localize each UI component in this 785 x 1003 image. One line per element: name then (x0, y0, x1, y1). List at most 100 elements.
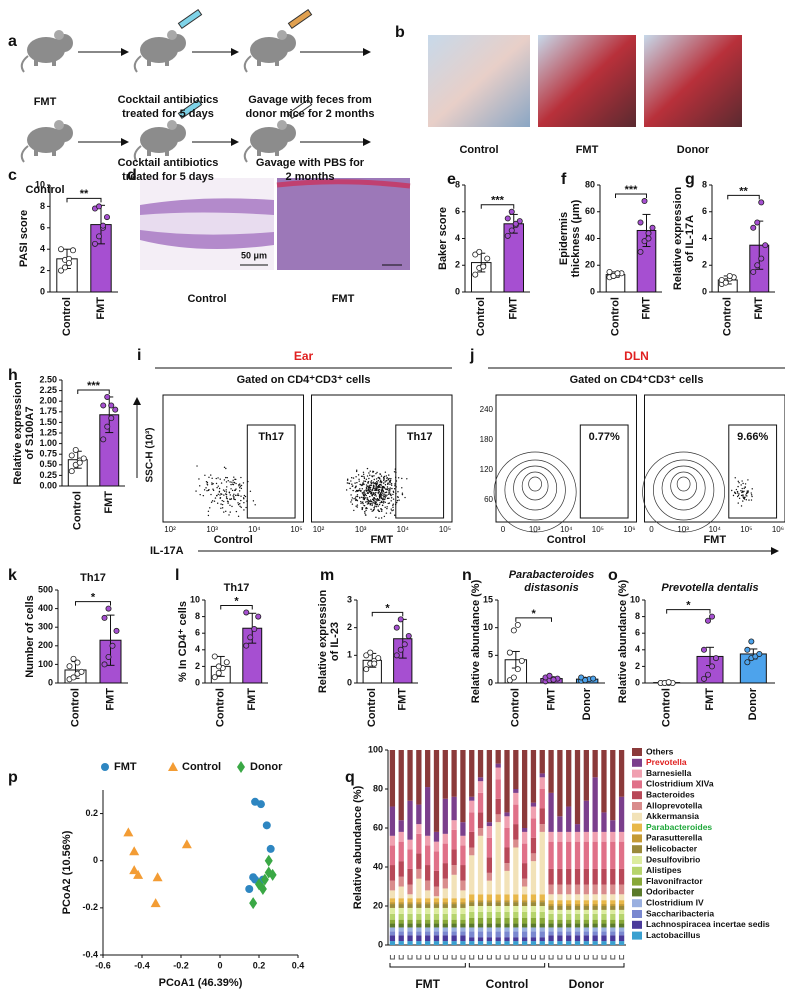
bar-segment (593, 894, 598, 900)
data-point (368, 650, 373, 655)
y-axis-label: of S100A7 (24, 406, 36, 459)
bar-segment (540, 824, 545, 832)
event-dot (364, 498, 365, 499)
event-dot (398, 499, 399, 500)
bar-segment (496, 768, 501, 780)
mouse-icon (135, 30, 186, 72)
event-dot (386, 489, 387, 490)
bar-segment (451, 920, 456, 924)
data-point (481, 264, 486, 269)
bar-segment (522, 924, 527, 928)
event-dot (737, 492, 738, 493)
bar-segment (566, 914, 571, 920)
bar-segment (593, 777, 598, 832)
sample-tick (417, 955, 421, 959)
event-dot (208, 511, 209, 512)
bar-segment (610, 900, 615, 904)
bar-segment (610, 842, 615, 869)
event-dot (381, 498, 382, 499)
event-dot (364, 478, 365, 479)
y-tick-label: 0 (93, 855, 98, 865)
event-dot (388, 494, 389, 495)
bar-segment (478, 937, 483, 941)
bar-segment (593, 869, 598, 885)
y-tick-label: 5 (488, 650, 493, 660)
bar-segment (531, 918, 536, 924)
event-dot (225, 468, 226, 469)
event-dot (742, 490, 743, 491)
event-dot (227, 501, 228, 502)
bar-segment (575, 935, 580, 941)
event-dot (211, 482, 212, 483)
event-dot (375, 473, 376, 474)
event-dot (233, 496, 234, 497)
bar-segment (425, 787, 430, 836)
sample-tick (514, 955, 518, 959)
data-point (398, 617, 403, 622)
bar-segment (575, 869, 580, 885)
bar-segment (496, 900, 501, 902)
significance-label: * (385, 602, 390, 614)
event-dot (239, 506, 240, 507)
step-label: Gavage with feces from (248, 94, 372, 106)
bar-segment (390, 836, 395, 846)
bar-segment (575, 900, 580, 904)
y-tick-label: 1.25 (39, 427, 57, 437)
event-dot (383, 502, 384, 503)
y-tick-label: 500 (38, 584, 53, 594)
bar-segment (575, 920, 580, 924)
significance-label: * (234, 595, 239, 607)
event-dot (374, 493, 375, 494)
event-dot (393, 491, 394, 492)
event-dot (205, 487, 206, 488)
bar-segment (619, 894, 624, 900)
data-point (265, 855, 273, 867)
bar-segment (584, 906, 589, 910)
data-point (364, 667, 369, 672)
data-point (109, 416, 114, 421)
event-dot (381, 475, 382, 476)
x-tick-label: 10⁴ (397, 525, 410, 534)
event-dot (359, 484, 360, 485)
event-dot (376, 500, 377, 501)
event-dot (736, 489, 737, 490)
bar-segment (619, 797, 624, 832)
contour (653, 460, 714, 520)
event-dot (208, 477, 209, 478)
event-dot (370, 503, 371, 504)
y-axis-label: Relative expression (672, 187, 684, 291)
data-point (81, 456, 86, 461)
contour (505, 460, 566, 520)
x-tick-label: 0 (501, 525, 506, 534)
data-point (62, 265, 67, 270)
bar-segment (593, 935, 598, 941)
event-dot (745, 483, 746, 484)
y-axis-label: PASI score (18, 210, 30, 267)
gate-label: Th17 (258, 431, 284, 443)
bar-segment (619, 885, 624, 895)
bar-segment (531, 906, 536, 912)
bar-segment (566, 935, 571, 941)
event-dot (355, 499, 356, 500)
mouse-icon (245, 30, 296, 72)
event-dot (389, 489, 390, 490)
data-point (372, 661, 377, 666)
bar-segment (548, 842, 553, 869)
event-dot (751, 492, 752, 493)
x-tick-label: 10⁶ (623, 525, 635, 534)
sample-tick (620, 955, 624, 959)
y-tick-label: 40 (373, 861, 383, 871)
y-tick-label: 8 (40, 201, 45, 211)
plot-label: FMT (370, 534, 393, 546)
bar-segment (601, 750, 606, 812)
legend-swatch (632, 878, 642, 886)
sample-tick (611, 955, 615, 959)
bar-segment (548, 910, 553, 914)
y-tick-label: 2.50 (39, 374, 57, 384)
event-dot (222, 504, 223, 505)
y-tick-label: 0.00 (39, 480, 57, 490)
bar-segment (478, 902, 483, 906)
bar-segment (575, 885, 580, 895)
event-dot (223, 494, 224, 495)
step-label: Cocktail antibiotics (118, 157, 219, 169)
